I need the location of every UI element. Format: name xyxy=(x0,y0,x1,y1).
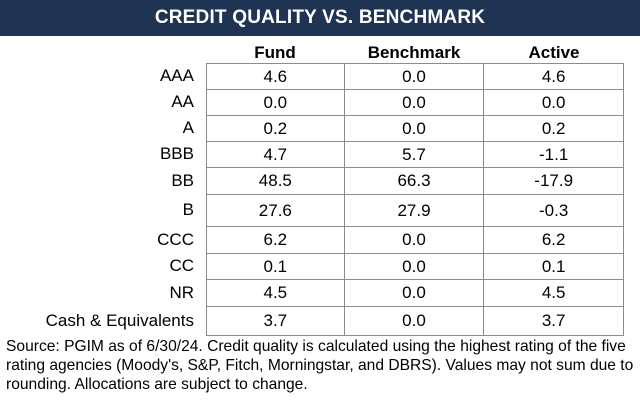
row-label: BBB xyxy=(159,144,194,163)
cell-benchmark: 66.3 xyxy=(343,167,485,195)
row-label: CC xyxy=(169,256,194,275)
row-label: AA xyxy=(171,92,194,111)
row-label: A xyxy=(182,118,194,137)
table-row: 6.2 0.0 6.2 xyxy=(206,226,624,254)
cell-active: 4.6 xyxy=(483,63,624,90)
cell-active: -17.9 xyxy=(483,167,624,195)
cell-active: 6.2 xyxy=(483,226,624,254)
cell-fund: 3.7 xyxy=(206,306,345,336)
table-row: 4.7 5.7 -1.1 xyxy=(206,141,624,168)
cell-benchmark: 0.0 xyxy=(343,89,485,116)
table-row: 27.6 27.9 -0.3 xyxy=(206,194,624,227)
cell-benchmark: 0.0 xyxy=(343,226,485,254)
table-row: 4.5 0.0 4.5 xyxy=(206,279,624,307)
table-row: 0.2 0.0 0.2 xyxy=(206,115,624,142)
cell-active: -1.1 xyxy=(483,141,624,168)
table-title: CREDIT QUALITY VS. BENCHMARK xyxy=(0,0,640,36)
cell-fund: 0.0 xyxy=(206,89,345,116)
cell-fund: 4.7 xyxy=(206,141,345,168)
row-label: B xyxy=(182,200,194,219)
cell-active: 0.1 xyxy=(483,253,624,280)
table-row: 0.0 0.0 0.0 xyxy=(206,89,624,116)
cell-fund: 4.6 xyxy=(206,63,345,90)
cell-benchmark: 27.9 xyxy=(343,194,485,227)
table-row: 3.7 0.0 3.7 xyxy=(206,306,624,336)
cell-benchmark: 0.0 xyxy=(343,306,485,336)
column-header-benchmark: Benchmark xyxy=(367,43,461,62)
cell-benchmark: 0.0 xyxy=(343,253,485,280)
cell-active: 0.2 xyxy=(483,115,624,142)
cell-active: 0.0 xyxy=(483,89,624,116)
cell-fund: 0.2 xyxy=(206,115,345,142)
cell-active: 3.7 xyxy=(483,306,624,336)
cell-benchmark: 5.7 xyxy=(343,141,485,168)
cell-fund: 4.5 xyxy=(206,279,345,307)
table-row: 48.5 66.3 -17.9 xyxy=(206,167,624,195)
row-label: AAA xyxy=(159,66,194,85)
row-label: NR xyxy=(169,282,194,302)
cell-fund: 48.5 xyxy=(206,167,345,195)
cell-benchmark: 0.0 xyxy=(343,63,485,90)
column-header-active: Active xyxy=(528,43,580,62)
table-row: 0.1 0.0 0.1 xyxy=(206,253,624,280)
cell-benchmark: 0.0 xyxy=(343,115,485,142)
column-header-fund: Fund xyxy=(254,43,296,62)
cell-fund: 27.6 xyxy=(206,194,345,227)
source-footnote: Source: PGIM as of 6/30/24. Credit quali… xyxy=(6,338,634,393)
cell-active: -0.3 xyxy=(483,194,624,227)
cell-active: 4.5 xyxy=(483,279,624,307)
cell-benchmark: 0.0 xyxy=(343,279,485,307)
row-label: BB xyxy=(171,170,194,190)
credit-quality-table: 4.6 0.0 4.6 0.0 0.0 0.0 0.2 0.0 0.2 4.7 5.7 -1.1 48.… xyxy=(206,63,624,336)
table-row: 4.6 0.0 4.6 xyxy=(206,63,624,90)
row-label: Cash & Equivalents xyxy=(45,310,194,330)
cell-fund: 0.1 xyxy=(206,253,345,280)
cell-fund: 6.2 xyxy=(206,226,345,254)
row-label: CCC xyxy=(157,229,194,249)
